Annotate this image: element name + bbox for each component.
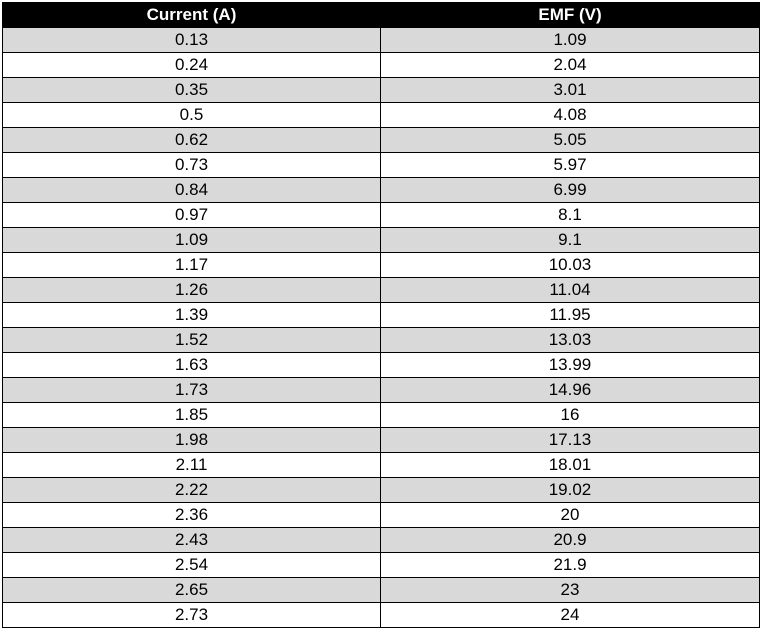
table-row: 1.98 17.13 (2, 427, 760, 453)
table-row: 0.97 8.1 (2, 202, 760, 228)
current-cell: 1.98 (2, 427, 381, 453)
current-cell: 1.17 (2, 252, 381, 278)
table-row: 0.84 6.99 (2, 177, 760, 203)
column-header-current: Current (A) (2, 2, 381, 28)
emf-cell: 20 (380, 502, 760, 528)
table-row: 0.5 4.08 (2, 102, 760, 128)
column-header-emf: EMF (V) (380, 2, 760, 28)
table-row: 0.73 5.97 (2, 152, 760, 178)
current-cell: 1.39 (2, 302, 381, 328)
emf-cell: 24 (380, 602, 760, 628)
emf-cell: 3.01 (380, 77, 760, 103)
current-cell: 1.85 (2, 402, 381, 428)
current-cell: 0.62 (2, 127, 381, 153)
table-row: 2.73 24 (2, 602, 760, 628)
current-cell: 2.43 (2, 527, 381, 553)
table-row: 1.63 13.99 (2, 352, 760, 378)
emf-cell: 19.02 (380, 477, 760, 503)
current-cell: 2.11 (2, 452, 381, 478)
table-row: 2.65 23 (2, 577, 760, 603)
table-row: 2.36 20 (2, 502, 760, 528)
table-row: 0.24 2.04 (2, 52, 760, 78)
table-row: 1.09 9.1 (2, 227, 760, 253)
emf-cell: 1.09 (380, 27, 760, 53)
table-row: 2.22 19.02 (2, 477, 760, 503)
current-cell: 1.26 (2, 277, 381, 303)
current-cell: 0.5 (2, 102, 381, 128)
table-row: 0.35 3.01 (2, 77, 760, 103)
header-row: Current (A) EMF (V) (2, 2, 760, 28)
table-row: 2.43 20.9 (2, 527, 760, 553)
current-cell: 2.22 (2, 477, 381, 503)
current-cell: 1.09 (2, 227, 381, 253)
table-row: 1.52 13.03 (2, 327, 760, 353)
current-cell: 2.54 (2, 552, 381, 578)
table-row: 1.17 10.03 (2, 252, 760, 278)
table-row: 2.11 18.01 (2, 452, 760, 478)
emf-cell: 6.99 (380, 177, 760, 203)
emf-cell: 16 (380, 402, 760, 428)
current-cell: 0.84 (2, 177, 381, 203)
emf-cell: 4.08 (380, 102, 760, 128)
current-cell: 0.97 (2, 202, 381, 228)
emf-cell: 13.99 (380, 352, 760, 378)
current-cell: 0.24 (2, 52, 381, 78)
current-cell: 1.63 (2, 352, 381, 378)
current-cell: 1.52 (2, 327, 381, 353)
current-cell: 0.35 (2, 77, 381, 103)
emf-cell: 2.04 (380, 52, 760, 78)
emf-cell: 10.03 (380, 252, 760, 278)
current-cell: 1.73 (2, 377, 381, 403)
table-row: 1.85 16 (2, 402, 760, 428)
table-row: 1.39 11.95 (2, 302, 760, 328)
table-row: 1.26 11.04 (2, 277, 760, 303)
table-body: 0.13 1.09 0.24 2.04 0.35 3.01 0.5 4.08 0.62 5.05 0… (2, 27, 760, 628)
table-row: 2.54 21.9 (2, 552, 760, 578)
emf-cell: 5.05 (380, 127, 760, 153)
emf-cell: 5.97 (380, 152, 760, 178)
emf-cell: 18.01 (380, 452, 760, 478)
table-row: 1.73 14.96 (2, 377, 760, 403)
current-cell: 2.36 (2, 502, 381, 528)
emf-cell: 13.03 (380, 327, 760, 353)
emf-cell: 8.1 (380, 202, 760, 228)
emf-cell: 11.04 (380, 277, 760, 303)
emf-cell: 9.1 (380, 227, 760, 253)
emf-cell: 14.96 (380, 377, 760, 403)
current-cell: 2.73 (2, 602, 381, 628)
emf-cell: 20.9 (380, 527, 760, 553)
table-row: 0.62 5.05 (2, 127, 760, 153)
emf-cell: 17.13 (380, 427, 760, 453)
emf-cell: 23 (380, 577, 760, 603)
current-cell: 2.65 (2, 577, 381, 603)
emf-cell: 11.95 (380, 302, 760, 328)
table-row: 0.13 1.09 (2, 27, 760, 53)
emf-cell: 21.9 (380, 552, 760, 578)
current-cell: 0.13 (2, 27, 381, 53)
current-cell: 0.73 (2, 152, 381, 178)
